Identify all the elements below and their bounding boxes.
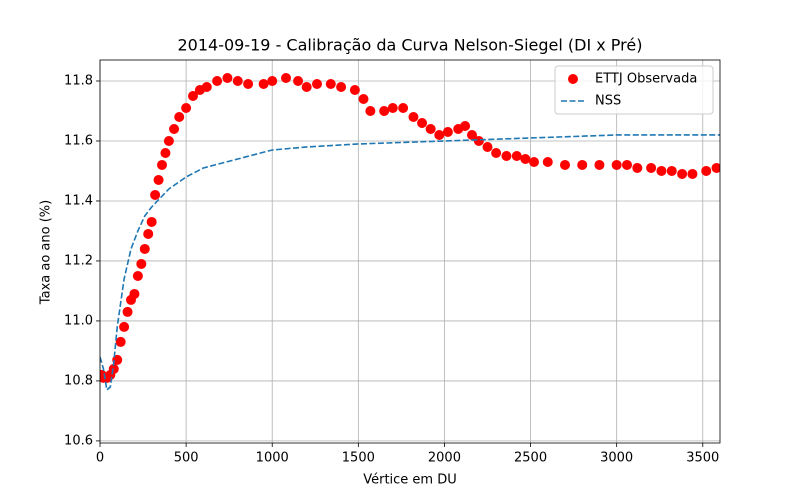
data-point [115, 336, 126, 347]
data-point [646, 162, 657, 173]
data-point [325, 78, 336, 89]
data-point [434, 129, 445, 140]
data-point [212, 75, 223, 86]
data-point [181, 102, 192, 113]
data-point [143, 228, 154, 239]
data-point [632, 162, 643, 173]
data-point [150, 189, 161, 200]
axes-frame [99, 59, 721, 444]
data-point [442, 126, 453, 137]
data-point [379, 105, 390, 116]
data-point [132, 270, 143, 281]
x-tick-label: 1000 [256, 451, 289, 466]
y-axis-label: Taxa ao ano (%) [39, 200, 54, 305]
x-tick-label: 0 [96, 451, 104, 466]
data-point [153, 174, 164, 185]
data-point [511, 150, 522, 161]
data-point [491, 147, 502, 158]
data-point [542, 156, 553, 167]
data-point [169, 123, 180, 134]
data-point [222, 72, 233, 83]
data-point [711, 162, 720, 173]
y-tick-label: 10.8 [64, 373, 93, 388]
data-point [611, 159, 622, 170]
legend-marker [568, 74, 578, 84]
data-point [529, 156, 539, 167]
data-point [677, 168, 688, 179]
data-point [119, 321, 130, 332]
data-point [267, 75, 278, 86]
chart-title: 2014-09-19 - Calibração da Curva Nelson-… [178, 36, 643, 55]
data-point [417, 117, 428, 128]
data-point [188, 90, 198, 101]
data-point [482, 141, 493, 152]
data-point [336, 81, 347, 92]
data-point [201, 81, 212, 92]
x-tick-label: 500 [174, 451, 199, 466]
data-point [349, 84, 360, 95]
data-point [501, 150, 512, 161]
data-point [232, 75, 243, 86]
data-point [656, 165, 667, 176]
x-tick-label: 2500 [514, 451, 547, 466]
x-axis-label: Vértice em DU [363, 473, 457, 488]
y-tick-label: 11.4 [64, 193, 93, 208]
data-point [129, 288, 140, 299]
data-point [594, 159, 605, 170]
data-point [281, 72, 291, 83]
data-point [425, 123, 436, 134]
grid: 0 500 1000 1500 2000 2500 3000 3500 10.6 10.8 11.0… [64, 60, 720, 466]
data-point [467, 129, 477, 140]
y-tick-label: 11.2 [64, 253, 93, 268]
data-point [622, 159, 632, 170]
legend-box [554, 65, 714, 115]
data-point [301, 81, 312, 92]
data-point [473, 135, 484, 146]
x-tick-label: 1500 [342, 451, 375, 466]
data-point [358, 93, 369, 104]
data-point [687, 168, 698, 179]
data-point [577, 159, 588, 170]
legend-label: ETTJ Observada [595, 72, 697, 87]
y-tick-label: 10.6 [64, 433, 93, 448]
x-tick-label: 3500 [686, 451, 719, 466]
data-point [398, 102, 409, 113]
data-point [258, 78, 269, 89]
data-point [460, 120, 471, 131]
plot-area [100, 72, 720, 392]
data-point [408, 111, 419, 122]
y-tick-label: 11.6 [64, 133, 93, 148]
legend: ETTJ Observada NSS [554, 65, 714, 115]
data-point [160, 147, 171, 158]
data-point [520, 153, 531, 164]
data-point [108, 363, 119, 374]
data-point [146, 216, 157, 227]
data-point [163, 135, 174, 146]
x-tick-label: 2000 [428, 451, 461, 466]
data-point [701, 165, 712, 176]
data-point [560, 159, 570, 170]
x-tick-label: 3000 [600, 451, 633, 466]
data-point [136, 258, 147, 269]
data-point [365, 105, 376, 116]
data-point [387, 102, 398, 113]
y-tick-label: 11.8 [64, 73, 93, 88]
data-point [122, 306, 133, 317]
data-point [243, 78, 254, 89]
data-point [139, 243, 150, 254]
data-point [157, 159, 167, 170]
legend-label: NSS [595, 94, 621, 109]
data-point [312, 78, 322, 89]
data-point [666, 165, 677, 176]
data-point [293, 75, 304, 86]
data-point [174, 111, 185, 122]
y-tick-label: 11.0 [64, 313, 93, 328]
